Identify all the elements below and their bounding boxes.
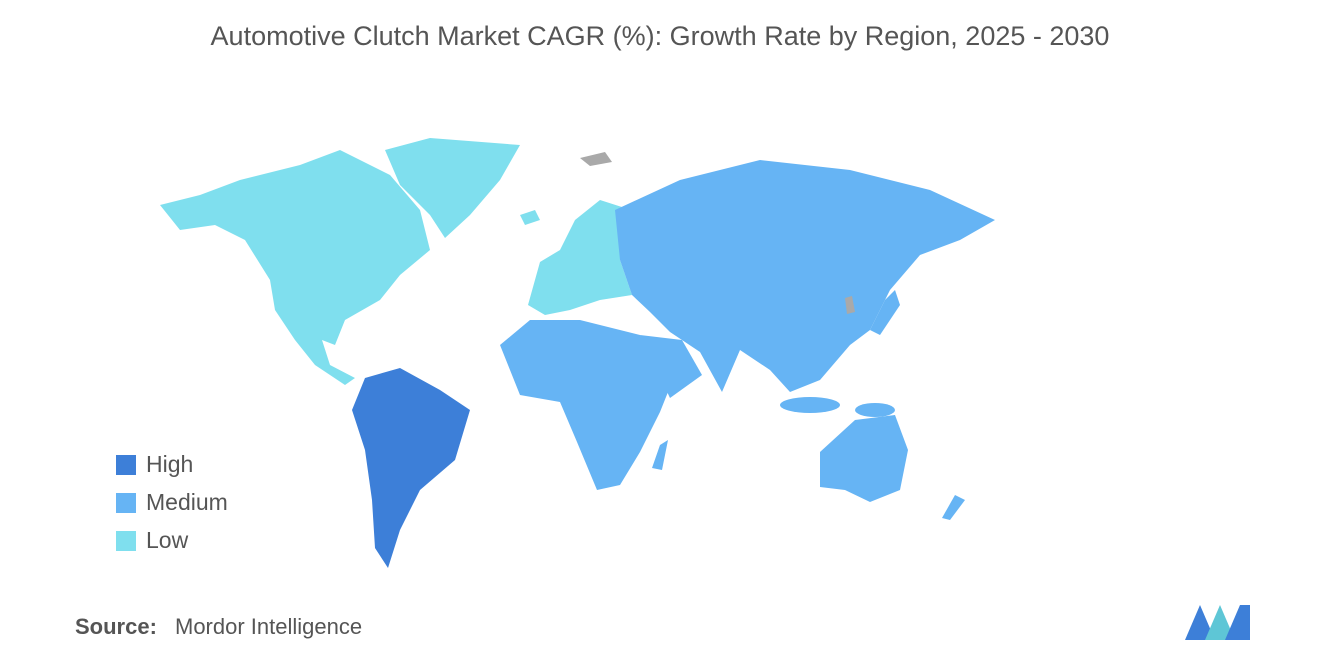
- australia: [820, 415, 908, 502]
- south-america: [352, 368, 470, 568]
- japan: [870, 290, 900, 335]
- legend-label: Medium: [146, 489, 228, 515]
- korea: [845, 296, 855, 314]
- greenland: [385, 138, 520, 238]
- legend-label: High: [146, 451, 193, 477]
- arabia: [640, 335, 702, 398]
- new-zealand: [942, 495, 965, 520]
- asia: [615, 160, 995, 392]
- source-text: Mordor Intelligence: [175, 614, 362, 639]
- map-title: Automotive Clutch Market CAGR (%): Growt…: [211, 21, 1110, 51]
- source-label: Source:: [75, 614, 157, 639]
- legend-swatch: [116, 493, 136, 513]
- legend-swatch: [116, 531, 136, 551]
- madagascar: [652, 440, 668, 470]
- africa: [500, 320, 672, 490]
- legend-swatch: [116, 455, 136, 475]
- world-map: [160, 138, 995, 568]
- iceland: [520, 210, 540, 225]
- logo: [1185, 605, 1250, 640]
- new-guinea: [855, 403, 895, 417]
- legend-label: Low: [146, 527, 189, 553]
- indonesia: [780, 397, 840, 413]
- north-america: [160, 150, 430, 385]
- svalbard: [580, 152, 612, 166]
- europe: [528, 200, 632, 315]
- legend: High Medium Low: [116, 451, 228, 553]
